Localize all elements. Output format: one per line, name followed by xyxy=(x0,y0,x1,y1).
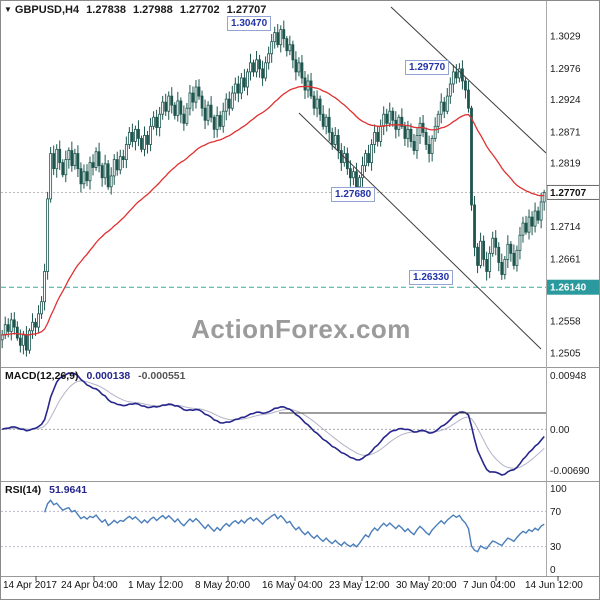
svg-text:1.2819: 1.2819 xyxy=(550,159,581,170)
svg-text:0.00948: 0.00948 xyxy=(550,371,587,382)
symbol-marker-icon: ▼ xyxy=(4,5,12,14)
x-axis-label: 16 May 04:00 xyxy=(262,580,323,591)
moving-average-line xyxy=(2,85,545,336)
x-axis-label: 23 May 12:00 xyxy=(329,580,390,591)
x-axis-label: 24 Apr 04:00 xyxy=(61,580,118,591)
price-label-support1: 1.27680 xyxy=(331,187,376,202)
svg-text:1.2661: 1.2661 xyxy=(550,254,581,265)
svg-text:100: 100 xyxy=(550,484,567,495)
svg-text:-0.00690: -0.00690 xyxy=(550,466,590,477)
macd-signal-line xyxy=(2,380,545,469)
ohlc-close: 1.27707 xyxy=(226,4,267,16)
svg-text:1.3029: 1.3029 xyxy=(550,32,581,43)
trend-lines xyxy=(298,6,547,350)
svg-text:1.2871: 1.2871 xyxy=(550,127,581,138)
svg-text:1.2505: 1.2505 xyxy=(550,349,581,360)
rsi-label: RSI(14) xyxy=(5,484,42,496)
horizontal-lines xyxy=(1,191,546,288)
ohlc-open: 1.27838 xyxy=(86,4,126,16)
x-axis-label: 14 Jun 12:00 xyxy=(525,580,583,591)
price-label-support2: 1.26330 xyxy=(409,270,454,285)
rsi-line xyxy=(43,499,545,553)
x-axis-label: 14 Apr 2017 xyxy=(3,580,57,591)
svg-text:30: 30 xyxy=(550,542,562,553)
svg-text:1.26140: 1.26140 xyxy=(550,283,587,294)
watermark: ActionForex.com xyxy=(191,314,411,344)
macd-value: 0.000138 xyxy=(86,370,131,382)
rsi-value: 51.9641 xyxy=(49,484,88,496)
chart-title: ▼ GBPUSD,H4 1.27838 1.27988 1.27702 1.277… xyxy=(4,4,270,16)
price-label-resistance: 1.29770 xyxy=(405,60,450,75)
macd-signal-value: -0.000551 xyxy=(138,370,186,382)
x-axis-label: 7 Jun 04:00 xyxy=(463,580,516,591)
price-label-high: 1.30470 xyxy=(227,16,272,31)
svg-text:0.00: 0.00 xyxy=(550,425,570,436)
candles xyxy=(1,20,546,357)
rsi-panel: 100 70 30 0 xyxy=(1,484,567,576)
x-axis-label: 30 May 20:00 xyxy=(396,580,457,591)
frame xyxy=(1,1,599,581)
symbol-label: GBPUSD,H4 xyxy=(14,4,80,16)
macd-panel: 0.00948 0.00 -0.00690 xyxy=(1,371,590,477)
svg-text:0: 0 xyxy=(550,565,556,576)
svg-text:1.27707: 1.27707 xyxy=(550,188,587,199)
svg-text:1.2714: 1.2714 xyxy=(550,222,581,233)
ohlc-low: 1.27702 xyxy=(179,4,220,16)
ohlc-high: 1.27988 xyxy=(133,4,173,16)
svg-text:1.2558: 1.2558 xyxy=(550,317,581,328)
macd-main-line xyxy=(1,372,545,476)
svg-text:1.2976: 1.2976 xyxy=(550,64,581,75)
macd-label-row: MACD(12,26,9) 0.000138 -0.000551 xyxy=(5,370,185,382)
x-axis-label: 1 May 12:00 xyxy=(128,580,184,591)
svg-text:70: 70 xyxy=(550,507,562,518)
x-axis-label: 8 May 20:00 xyxy=(195,580,251,591)
price-axis: 1.3029 1.2976 1.2924 1.2871 1.2819 1.2714 1.26… xyxy=(546,32,599,360)
macd-label: MACD(12,26,9) xyxy=(5,370,79,382)
svg-text:1.2924: 1.2924 xyxy=(550,95,581,106)
rsi-label-row: RSI(14) 51.9641 xyxy=(5,484,87,496)
